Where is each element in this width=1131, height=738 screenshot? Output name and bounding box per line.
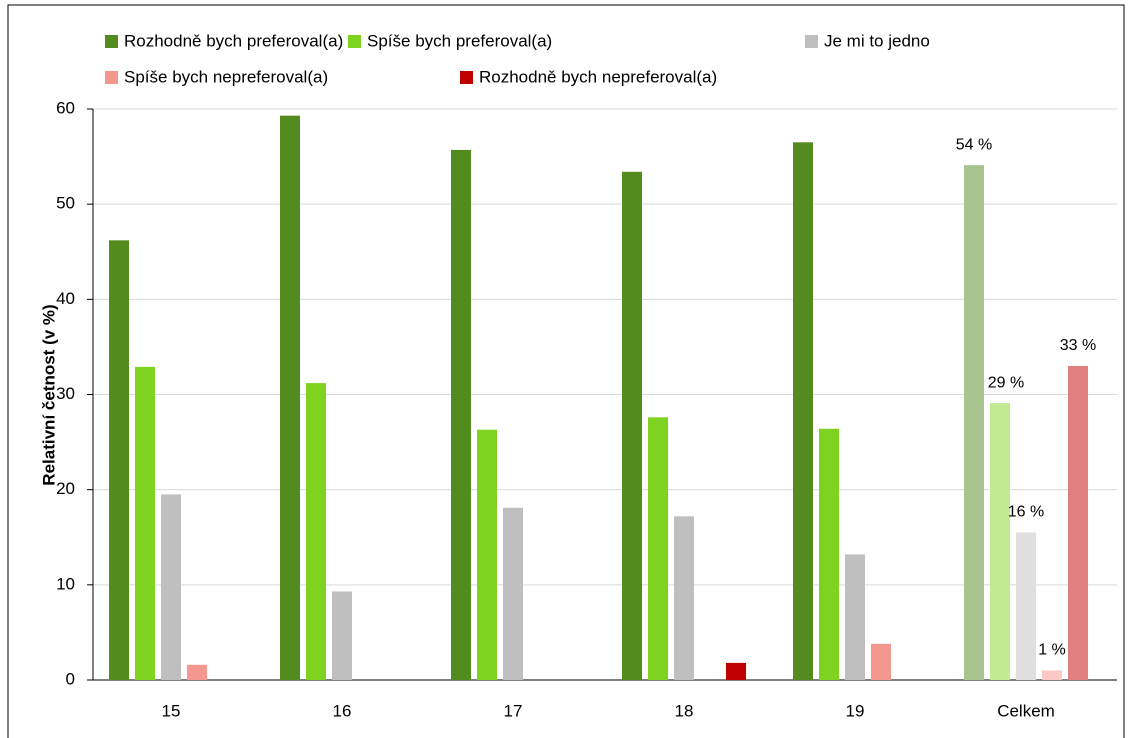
- data-label: 1 %: [1038, 642, 1066, 659]
- x-tick-label: Celkem: [997, 701, 1055, 720]
- legend-swatch: [460, 71, 473, 84]
- bar: [819, 428, 839, 680]
- y-tick-label: 20: [56, 479, 75, 498]
- bar: [187, 664, 207, 680]
- x-tick-label: 19: [846, 701, 865, 720]
- bar: [135, 366, 155, 680]
- legend-label: Rozhodně bych nepreferoval(a): [479, 67, 717, 86]
- data-label: 29 %: [988, 374, 1024, 391]
- bar: [845, 554, 865, 680]
- data-label: 33 %: [1060, 337, 1096, 354]
- bar: [726, 662, 746, 680]
- legend-swatch: [805, 35, 818, 48]
- bar: [648, 417, 668, 680]
- x-tick-label: 16: [333, 701, 352, 720]
- bar: [451, 149, 471, 681]
- bar: [964, 165, 984, 681]
- bar: [871, 643, 891, 680]
- legend-swatch: [105, 35, 118, 48]
- bar: [161, 494, 181, 680]
- bar: [280, 115, 300, 680]
- y-axis-label: Relativní četnost (v %): [39, 304, 58, 485]
- data-label: 54 %: [956, 136, 992, 153]
- bar: [332, 591, 352, 680]
- bar: [674, 516, 694, 680]
- x-tick-label: 15: [162, 701, 181, 720]
- y-tick-label: 50: [56, 194, 75, 213]
- bar: [306, 383, 326, 680]
- bar: [793, 142, 813, 680]
- y-tick-label: 30: [56, 384, 75, 403]
- legend-label: Spíše bych preferoval(a): [367, 31, 552, 50]
- legend-swatch: [348, 35, 361, 48]
- x-tick-label: 17: [504, 701, 523, 720]
- bar: [1016, 532, 1036, 680]
- legend-label: Je mi to jedno: [824, 31, 930, 50]
- y-tick-label: 40: [56, 289, 75, 308]
- bar: [1042, 670, 1062, 680]
- y-tick-label: 60: [56, 98, 75, 117]
- data-label: 16 %: [1008, 504, 1044, 521]
- bar: [109, 240, 129, 680]
- legend-swatch: [105, 71, 118, 84]
- bar: [503, 507, 523, 680]
- bar: [1068, 365, 1088, 680]
- bar: [622, 171, 642, 680]
- bar: [477, 429, 497, 680]
- legend-label: Spíše bych nepreferoval(a): [124, 67, 328, 86]
- frame: [7, 4, 1125, 738]
- x-tick-label: 18: [675, 701, 694, 720]
- y-tick-label: 0: [66, 669, 75, 688]
- bar: [990, 403, 1010, 680]
- legend-label: Rozhodně bych preferoval(a): [124, 31, 343, 50]
- y-tick-label: 10: [56, 574, 75, 593]
